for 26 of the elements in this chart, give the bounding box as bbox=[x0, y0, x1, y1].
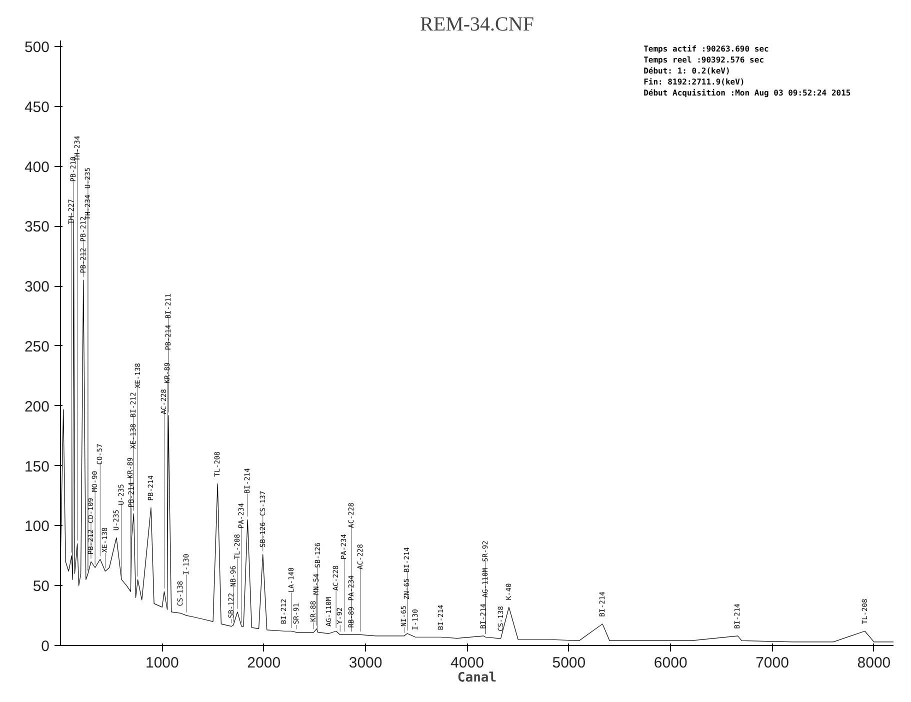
chart-title: REM-34.CNF bbox=[420, 14, 534, 36]
annotation: Début: 1: 0.2(keV) bbox=[644, 66, 730, 76]
annotation: Début Acquisition :Mon Aug 03 09:52:24 2015 bbox=[644, 88, 851, 98]
y-tick-label: 50 bbox=[32, 578, 50, 596]
x-axis-title: Canal bbox=[457, 670, 497, 686]
x-tick-label: 8000 bbox=[857, 654, 891, 672]
y-tick-label: 350 bbox=[24, 218, 50, 236]
x-tick-label: 5000 bbox=[552, 654, 586, 672]
y-tick-label: 100 bbox=[24, 518, 50, 536]
x-tick-label: 4000 bbox=[450, 654, 484, 672]
annotation: Fin: 8192:2711.9(keV) bbox=[644, 78, 745, 86]
annotation: Temps actif :90263.690 sec bbox=[644, 44, 770, 54]
y-tick-label: 450 bbox=[24, 98, 50, 116]
y-tick-label: 0 bbox=[41, 638, 50, 655]
y-tick-label: 400 bbox=[24, 158, 50, 176]
y-tick-label: 300 bbox=[24, 278, 50, 296]
y-tick-label: 150 bbox=[24, 458, 50, 476]
x-tick-label: 1000 bbox=[146, 654, 179, 672]
x-tick-label: 3000 bbox=[348, 654, 382, 672]
annotation: Temps reel :90392.576 sec bbox=[644, 56, 764, 64]
y-tick-label: 500 bbox=[24, 38, 50, 56]
x-tick-label: 6000 bbox=[654, 654, 688, 672]
x-tick-label: 2000 bbox=[247, 654, 281, 672]
x-tick-label: 7000 bbox=[756, 654, 789, 672]
y-tick-label: 250 bbox=[24, 338, 50, 356]
y-tick-label: 200 bbox=[24, 398, 50, 416]
